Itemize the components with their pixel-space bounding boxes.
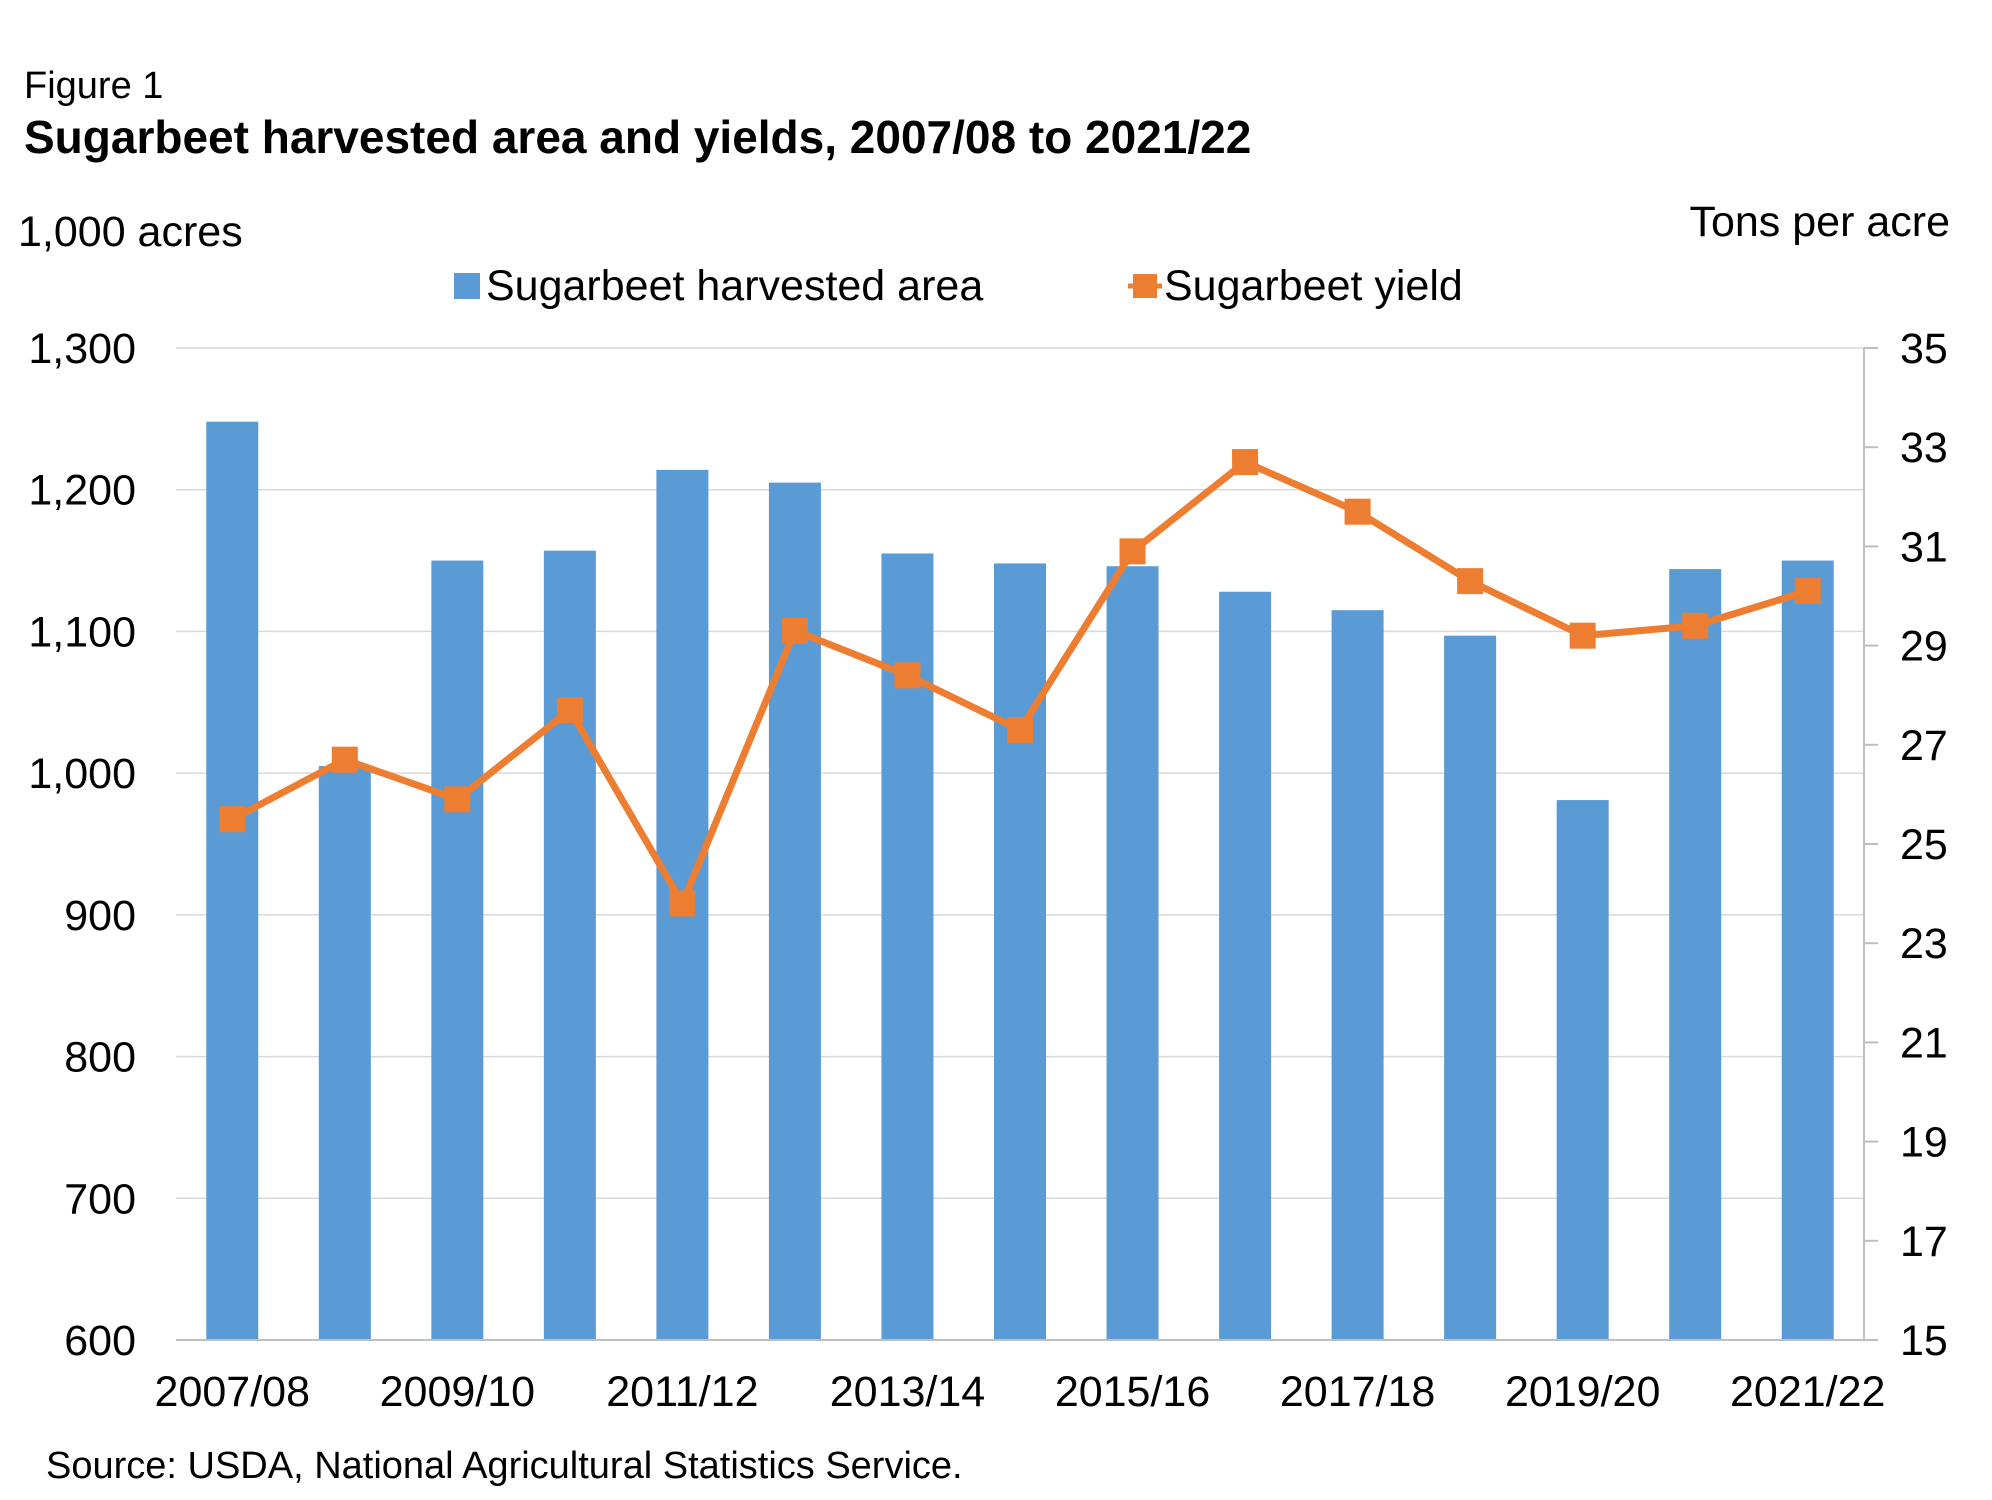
x-tick-label: 2007/08 — [155, 1368, 310, 1416]
yield-marker — [1682, 612, 1709, 639]
yield-marker — [1344, 498, 1371, 525]
area-bar — [1106, 566, 1159, 1340]
x-tick-label: 2009/10 — [380, 1368, 535, 1416]
yield-marker — [781, 617, 808, 644]
left-tick-label: 700 — [64, 1175, 136, 1223]
yield-marker — [669, 890, 696, 917]
area-bar — [318, 766, 371, 1340]
right-tick-label: 23 — [1900, 920, 1948, 968]
left-tick-label: 1,300 — [28, 325, 136, 373]
area-bar — [1556, 800, 1609, 1340]
x-tick-label: 2015/16 — [1055, 1368, 1210, 1416]
bar-series — [206, 421, 1834, 1341]
area-bar — [1219, 591, 1272, 1340]
area-bar — [206, 421, 259, 1341]
figure-label: Figure 1 — [24, 65, 163, 107]
x-tick-label: 2021/22 — [1730, 1368, 1885, 1416]
yield-marker — [556, 697, 583, 724]
right-tick-label: 27 — [1900, 722, 1948, 770]
right-tick-label: 21 — [1900, 1019, 1948, 1067]
left-tick-label: 900 — [64, 892, 136, 940]
x-tick-label: 2017/18 — [1280, 1368, 1435, 1416]
left-tick-label: 600 — [64, 1317, 136, 1365]
right-tick-label: 31 — [1900, 523, 1948, 571]
yield-marker — [331, 746, 358, 773]
right-tick-label: 29 — [1900, 623, 1948, 671]
right-tick-label: 15 — [1900, 1317, 1948, 1365]
yield-marker — [1794, 578, 1821, 605]
left-tick-label: 1,100 — [28, 608, 136, 656]
area-bar — [1669, 569, 1722, 1340]
yield-marker — [894, 662, 921, 689]
area-bar — [994, 563, 1046, 1340]
legend-line-marker — [1133, 274, 1157, 298]
left-tick-label: 1,000 — [28, 750, 136, 798]
x-tick-label: 2013/14 — [830, 1368, 985, 1416]
x-axis-ticks: 2007/08 2009/10 2011/12 2013/14 2015/16 2017/… — [155, 1368, 1886, 1416]
legend-bar-swatch — [454, 273, 480, 299]
right-tick-label: 17 — [1900, 1218, 1948, 1266]
yield-marker — [1232, 449, 1259, 476]
right-tick-label: 35 — [1900, 325, 1948, 373]
x-tick-label: 2019/20 — [1505, 1368, 1660, 1416]
legend-bar-label: Sugarbeet harvested area — [486, 262, 983, 310]
line-series — [219, 449, 1821, 917]
area-bar — [1781, 560, 1834, 1340]
right-tick-label: 25 — [1900, 821, 1948, 869]
yield-marker — [1569, 622, 1596, 649]
area-bar — [768, 482, 821, 1341]
chart-title: Sugarbeet harvested area and yields, 200… — [24, 111, 1251, 163]
area-bar — [431, 560, 484, 1340]
yield-marker — [444, 786, 471, 813]
legend-line-label: Sugarbeet yield — [1164, 262, 1463, 310]
left-tick-label: 800 — [64, 1034, 136, 1082]
yield-marker — [219, 806, 246, 833]
left-axis-ticks: 600 700 800 900 1,000 1,100 1,200 1,300 — [28, 325, 136, 1365]
right-axis-title: Tons per acre — [1689, 198, 1950, 246]
right-axis-ticks: 15 17 19 21 23 25 27 29 31 33 35 — [1864, 325, 1948, 1365]
right-tick-label: 33 — [1900, 424, 1948, 472]
area-bar — [1331, 610, 1384, 1340]
yield-marker — [1007, 716, 1033, 743]
source-note: Source: USDA, National Agricultural Stat… — [46, 1445, 963, 1487]
yield-marker — [1119, 538, 1146, 565]
left-tick-label: 1,200 — [28, 467, 136, 515]
yield-marker — [1457, 568, 1484, 595]
x-tick-label: 2011/12 — [606, 1368, 758, 1416]
left-axis-title: 1,000 acres — [18, 208, 243, 256]
legend: Sugarbeet harvested area Sugarbeet yield — [454, 262, 1463, 310]
area-bar — [1444, 635, 1497, 1340]
right-tick-label: 19 — [1900, 1119, 1948, 1167]
area-bar — [543, 550, 596, 1340]
